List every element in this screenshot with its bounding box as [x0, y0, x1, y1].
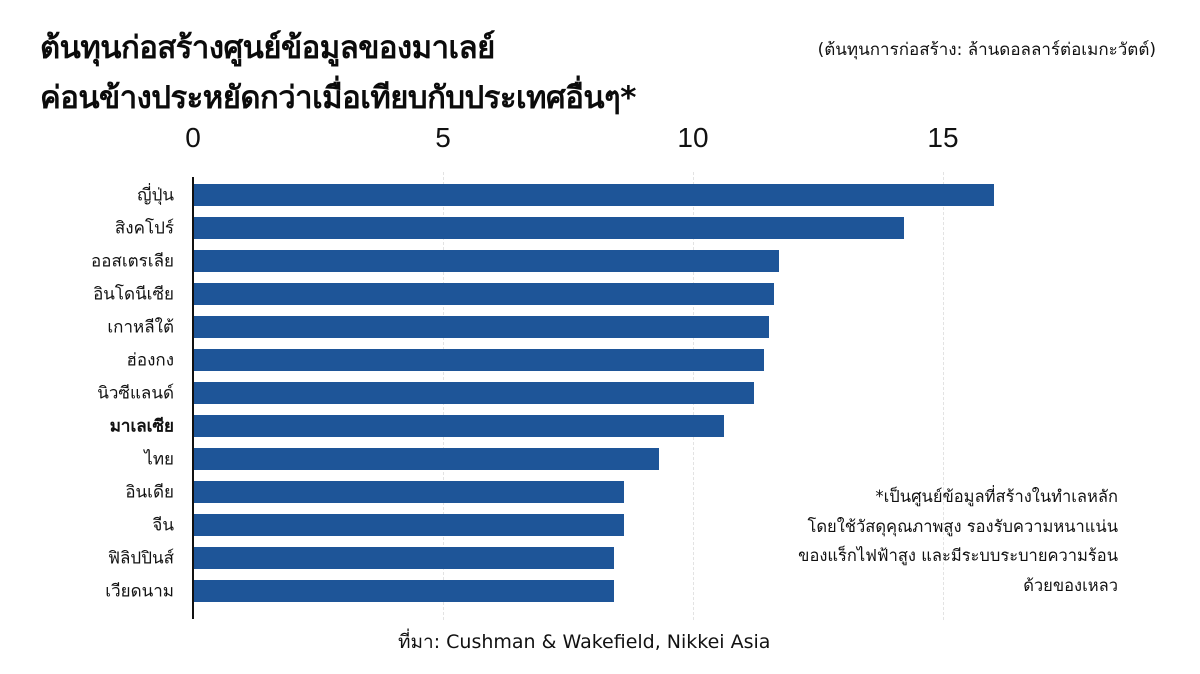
footnote-line: *เป็นศูนย์ข้อมูลที่สร้างในทำเลหลัก [875, 487, 1118, 506]
bar [194, 349, 764, 371]
bar [194, 514, 624, 536]
category-label: เวียดนาม [105, 581, 174, 602]
chart-title-line1: ต้นทุนก่อสร้างศูนย์ข้อมูลของมาเลย์ [40, 30, 495, 66]
bar [194, 481, 624, 503]
chart-title-line2: ค่อนข้างประหยัดกว่าเมื่อเทียบกับประเทศอื… [40, 80, 636, 116]
category-label: เกาหลีใต้ [107, 317, 174, 338]
category-label: ไทย [144, 449, 174, 470]
bar [194, 316, 769, 338]
bar [194, 283, 774, 305]
unit-subtitle: (ต้นทุนการก่อสร้าง: ล้านดอลลาร์ต่อเมกะวั… [817, 40, 1156, 60]
category-label: มาเลเซีย [109, 416, 174, 437]
bar [194, 250, 779, 272]
footnote-line: ด้วยของเหลว [1023, 575, 1118, 595]
footnote-line: โดยใช้วัสดุคุณภาพสูง รองรับความหนาแน่น [807, 516, 1118, 536]
category-label: นิวซีแลนด์ [97, 383, 174, 404]
category-label: ออสเตรเลีย [91, 251, 174, 272]
gridline [943, 172, 944, 620]
bar [194, 547, 614, 569]
x-tick-label: 15 [927, 122, 959, 153]
footnote-line: ของแร็กไฟฟ้าสูง และมีระบบระบายความร้อน [798, 546, 1118, 565]
x-tick-label: 5 [435, 122, 451, 153]
category-label: จีน [152, 515, 174, 536]
bar [194, 382, 754, 404]
category-label: อินโดนีเซีย [93, 284, 174, 305]
bar [194, 580, 614, 602]
footnote: *เป็นศูนย์ข้อมูลที่สร้างในทำเลหลัก โดยใช… [798, 482, 1118, 600]
y-axis-line [192, 177, 194, 619]
bar [194, 448, 659, 470]
category-label: ฟิลิปปินส์ [107, 548, 174, 569]
category-label: ฮ่องกง [126, 350, 174, 371]
category-label: สิงคโปร์ [114, 218, 174, 239]
category-label: ญี่ปุ่น [137, 185, 174, 206]
x-tick-label: 0 [185, 122, 201, 153]
bar [194, 415, 724, 437]
x-tick-label: 10 [677, 122, 709, 153]
bar [194, 184, 994, 206]
bar [194, 217, 904, 239]
category-label: อินเดีย [125, 482, 174, 503]
source-credit: ที่มา: Cushman & Wakefield, Nikkei Asia [398, 631, 771, 653]
